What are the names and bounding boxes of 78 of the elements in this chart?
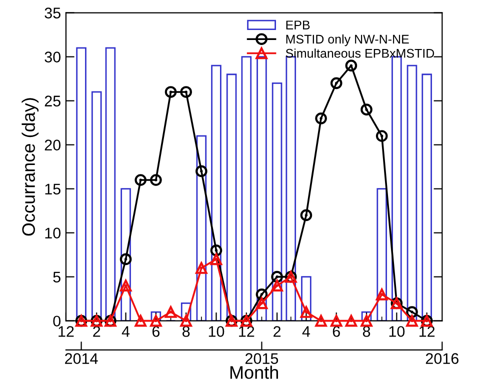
bar (196, 135, 207, 321)
bar (256, 56, 267, 321)
bar (211, 64, 222, 321)
bar (286, 56, 296, 321)
x-tick-label: 2 (93, 326, 100, 337)
bar (406, 64, 418, 321)
y-tick-label: 25 (44, 96, 60, 106)
bar (272, 82, 282, 321)
point (150, 314, 162, 327)
x-tick-label: 2 (274, 326, 281, 337)
bar (241, 56, 252, 321)
x-tick-label: 8 (362, 326, 370, 337)
point (360, 314, 372, 327)
x-tick-label: 12 (239, 326, 254, 337)
bar (150, 311, 162, 321)
bar (180, 302, 192, 321)
legend-label: Simultaneous EPBxMSTID (286, 48, 434, 58)
bar (91, 91, 102, 321)
x-tick-label: 12 (58, 326, 74, 337)
x-tick-label: 12 (419, 326, 435, 337)
point (120, 280, 132, 292)
point (134, 174, 147, 186)
point (315, 112, 327, 124)
bar (422, 74, 432, 321)
point (150, 174, 162, 186)
x2-tick-label: 2016 (426, 353, 458, 364)
point (164, 86, 177, 98)
point (120, 253, 132, 266)
point (196, 262, 208, 274)
point (376, 130, 388, 142)
x-tick-label: 4 (302, 326, 310, 337)
y-tick-label: 0 (53, 316, 61, 327)
legend-label: EPB (286, 20, 310, 30)
x2-tick-label: 2015 (245, 353, 278, 364)
point (134, 314, 147, 327)
point (210, 244, 222, 256)
point (330, 77, 342, 90)
x-tick-label: 8 (182, 326, 190, 337)
bar (120, 188, 131, 321)
point (360, 104, 372, 116)
bar (76, 47, 86, 321)
bar (361, 311, 372, 321)
y-tick-label: 15 (45, 184, 60, 194)
point (196, 165, 208, 178)
bar (376, 188, 387, 321)
point (164, 306, 177, 318)
y-tick-label: 35 (44, 8, 60, 18)
point (345, 314, 358, 327)
bar (301, 276, 312, 321)
point (300, 209, 312, 222)
x-tick-label: 10 (208, 326, 224, 337)
point (376, 288, 388, 300)
point (271, 280, 283, 292)
point (180, 86, 192, 98)
point (345, 60, 358, 72)
point (406, 306, 418, 318)
bar (392, 56, 402, 321)
legend-label: MSTID only NW-N-NE (286, 34, 409, 46)
x-axis-title: Month (230, 366, 278, 379)
y-tick-label: 5 (53, 272, 60, 282)
point (210, 253, 222, 266)
y-axis-title: Occurrance (day) (22, 98, 39, 236)
point (256, 288, 268, 300)
point (330, 314, 342, 327)
y-tick-label: 30 (44, 52, 61, 62)
point (315, 314, 327, 327)
x-tick-label: 4 (122, 326, 130, 337)
point (406, 314, 418, 327)
point (300, 306, 312, 318)
y-tick-label: 10 (45, 228, 61, 238)
x-tick-label: 10 (389, 326, 405, 337)
x2-tick-label: 2014 (65, 353, 98, 364)
x-tick-label: 6 (332, 326, 340, 337)
y-tick-label: 20 (44, 140, 61, 150)
point (271, 270, 283, 283)
point (180, 314, 192, 327)
x-tick-label: 6 (152, 326, 160, 337)
point (256, 297, 268, 310)
